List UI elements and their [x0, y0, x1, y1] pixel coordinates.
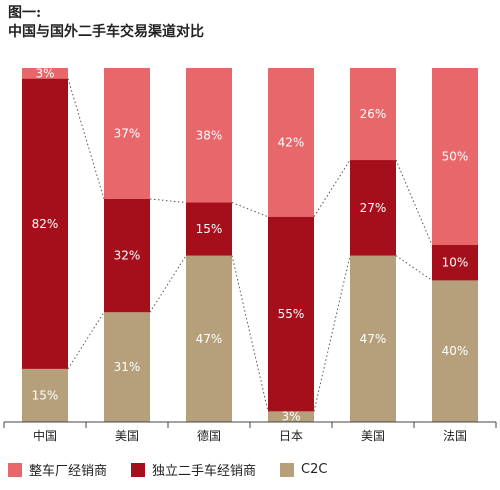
bar-segment-independent-5	[432, 245, 478, 281]
connector-line-0-4	[395, 255, 433, 281]
bar-segment-manufacturer-0	[22, 68, 68, 79]
x-tick-label-4: 美国	[361, 429, 385, 443]
bar-segment-c2c-4	[350, 255, 396, 422]
bar-segment-c2c-2	[186, 255, 232, 422]
bar-segment-c2c-0	[22, 368, 68, 422]
data-label-manufacturer-4: 26%	[360, 107, 387, 121]
data-label-c2c-5: 40%	[442, 344, 469, 358]
data-label-c2c-1: 31%	[114, 360, 141, 374]
legend-swatch-independent	[131, 462, 146, 477]
chart-legend: 整车厂经销商 独立二手车经销商 C2C	[8, 460, 351, 479]
connector-line-0-2	[231, 255, 269, 412]
data-label-c2c-3: 3%	[281, 410, 300, 424]
bar-segment-independent-2	[186, 202, 232, 256]
legend-label-c2c: C2C	[301, 462, 328, 477]
connector-line-0-0	[67, 311, 105, 370]
bar-segment-independent-1	[104, 198, 150, 313]
data-label-c2c-2: 47%	[196, 332, 223, 346]
bar-segment-independent-4	[350, 160, 396, 256]
connector-line-1-1	[149, 198, 187, 204]
connector-line-1-4	[395, 159, 433, 246]
data-label-c2c-4: 47%	[360, 332, 387, 346]
data-label-manufacturer-5: 50%	[442, 150, 469, 164]
x-tick-label-1: 美国	[115, 429, 139, 443]
bar-segment-independent-3	[268, 216, 314, 412]
data-label-independent-3: 55%	[278, 307, 305, 321]
x-tick-label-2: 德国	[197, 428, 221, 443]
connector-line-0-1	[149, 255, 187, 313]
connector-line-1-2	[231, 202, 269, 218]
legend-item-independent: 独立二手车经销商	[131, 460, 256, 479]
data-label-independent-0: 82%	[32, 217, 59, 231]
x-tick-label-3: 日本	[279, 429, 303, 443]
legend-swatch-manufacturer	[8, 462, 22, 477]
data-label-manufacturer-0: 3%	[35, 66, 54, 80]
connector-line-1-0	[67, 78, 105, 200]
data-label-manufacturer-2: 38%	[196, 128, 223, 142]
figure-label: 图一:	[8, 5, 42, 21]
data-label-manufacturer-1: 37%	[114, 126, 141, 140]
bar-segment-c2c-5	[432, 280, 478, 422]
chart-title: 中国与国外二手车交易渠道对比	[8, 24, 204, 40]
legend-swatch-c2c	[280, 462, 295, 477]
data-label-independent-2: 15%	[196, 222, 223, 236]
bar-segment-manufacturer-4	[350, 68, 396, 161]
bar-segment-c2c-1	[104, 312, 150, 422]
bar-segment-manufacturer-2	[186, 68, 232, 203]
legend-item-manufacturer: 整车厂经销商	[8, 460, 107, 479]
data-label-independent-4: 27%	[360, 201, 387, 215]
connector-line-0-3	[313, 255, 351, 412]
legend-label-manufacturer: 整车厂经销商	[29, 464, 108, 479]
legend-label-independent: 独立二手车经销商	[152, 464, 257, 479]
chart-title-block: 图一: 中国与国外二手车交易渠道对比	[8, 4, 204, 42]
x-tick-label-5: 法国	[443, 429, 467, 443]
connector-line-1-3	[313, 159, 351, 217]
data-label-c2c-0: 15%	[32, 388, 59, 402]
data-label-manufacturer-3: 42%	[278, 135, 305, 149]
bar-segment-manufacturer-1	[104, 68, 150, 199]
bar-segment-manufacturer-5	[432, 68, 478, 245]
data-label-independent-1: 32%	[114, 249, 141, 263]
bar-segment-c2c-3	[268, 411, 314, 422]
bar-segment-independent-0	[22, 78, 68, 369]
x-tick-label-0: 中国	[33, 428, 57, 443]
data-label-independent-5: 10%	[442, 256, 469, 270]
bar-segment-manufacturer-3	[268, 68, 314, 217]
legend-item-c2c: C2C	[280, 462, 327, 477]
